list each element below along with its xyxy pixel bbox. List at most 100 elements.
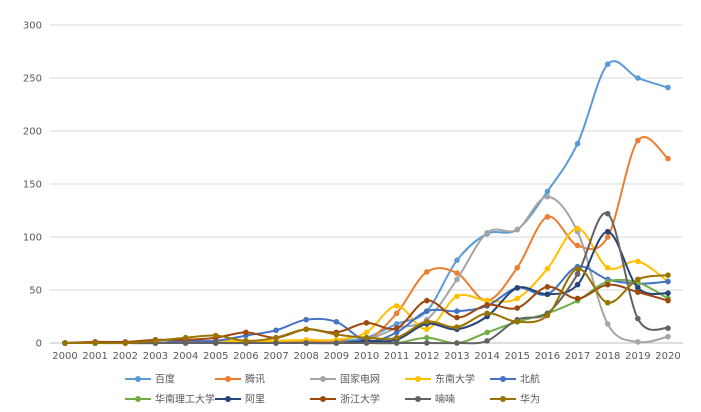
data-point	[484, 229, 490, 236]
x-tick-label: 2008	[293, 351, 318, 362]
x-tick-label: 2016	[535, 351, 560, 362]
data-point	[273, 334, 279, 341]
legend-label: 华为	[520, 393, 540, 406]
data-point	[454, 293, 460, 300]
data-point	[665, 155, 671, 162]
data-point	[665, 290, 671, 296]
legend-swatch-marker	[225, 396, 231, 402]
data-point	[303, 340, 310, 346]
data-point	[182, 334, 189, 341]
data-point	[604, 234, 611, 240]
data-point	[454, 276, 460, 283]
x-tick-label: 2005	[203, 351, 228, 362]
x-tick-label: 2001	[82, 351, 107, 362]
x-tick-label: 2013	[444, 351, 469, 362]
legend-item: 国家电网	[310, 373, 380, 386]
x-tick-label: 2015	[505, 351, 530, 362]
data-point	[424, 326, 430, 333]
legend-label: 喃喃	[435, 393, 455, 406]
data-point	[424, 340, 430, 346]
data-point	[363, 340, 370, 346]
data-point	[393, 303, 400, 309]
data-point	[514, 319, 521, 325]
data-point	[393, 310, 400, 317]
data-point	[393, 321, 400, 327]
data-point	[635, 137, 641, 144]
data-point	[635, 285, 641, 291]
data-point	[363, 329, 370, 336]
data-point	[635, 258, 641, 265]
y-tick-label: 250	[23, 74, 42, 85]
legend-swatch-marker	[500, 376, 506, 382]
data-point	[393, 329, 400, 336]
data-point	[484, 302, 490, 308]
y-tick-label: 300	[23, 21, 42, 32]
data-point	[243, 329, 249, 336]
data-point	[604, 264, 611, 271]
data-point	[454, 257, 460, 264]
data-point	[604, 299, 611, 306]
x-tick-label: 2019	[625, 351, 650, 362]
data-point	[424, 297, 430, 304]
data-point	[665, 84, 671, 91]
data-point	[635, 315, 641, 322]
data-point	[454, 314, 460, 321]
data-point	[363, 320, 370, 326]
data-point	[92, 340, 98, 346]
x-tick-label: 2002	[113, 351, 138, 362]
data-point	[544, 284, 551, 290]
x-tick-label: 2012	[414, 351, 439, 362]
data-point	[484, 297, 490, 304]
legend-item: 东南大学	[405, 373, 475, 386]
data-point	[393, 334, 400, 341]
data-point	[574, 281, 581, 288]
data-point	[635, 75, 641, 81]
data-point	[635, 339, 641, 345]
legend-item: 华为	[490, 393, 540, 406]
data-point	[514, 264, 521, 271]
data-point	[303, 316, 310, 323]
x-tick-label: 2006	[233, 351, 258, 362]
data-point	[212, 332, 219, 339]
data-point	[424, 269, 430, 275]
data-point	[665, 297, 671, 304]
data-point	[273, 340, 279, 346]
series-2	[62, 136, 671, 346]
data-point	[574, 225, 581, 232]
legend-item: 百度	[125, 373, 175, 386]
y-tick-label: 100	[23, 233, 42, 244]
data-point	[574, 140, 581, 147]
legend-item: 北航	[490, 373, 540, 386]
data-point	[182, 340, 189, 346]
data-point	[544, 214, 551, 220]
x-tick-label: 2009	[324, 351, 349, 362]
data-point	[665, 272, 671, 278]
y-tick-label: 50	[29, 286, 42, 297]
data-point	[333, 331, 340, 338]
data-point	[454, 324, 460, 330]
y-tick-label: 200	[23, 127, 42, 138]
legend-label: 百度	[155, 373, 175, 386]
data-point	[574, 242, 581, 249]
legend-label: 北航	[520, 373, 540, 386]
data-point	[665, 278, 671, 285]
data-point	[303, 326, 310, 333]
data-point	[424, 334, 430, 341]
data-point	[604, 321, 611, 327]
legend-swatch-marker	[135, 376, 141, 382]
legend-swatch-marker	[320, 396, 326, 402]
data-point	[454, 308, 460, 315]
data-point	[665, 325, 671, 331]
data-point	[273, 327, 279, 334]
data-point	[484, 310, 490, 317]
data-point	[484, 329, 490, 336]
data-point	[544, 188, 551, 195]
data-point	[604, 61, 611, 68]
x-tick-label: 2000	[52, 351, 77, 362]
data-point	[212, 340, 219, 346]
x-tick-label: 2014	[474, 351, 499, 362]
legend-label: 腾讯	[245, 373, 265, 386]
